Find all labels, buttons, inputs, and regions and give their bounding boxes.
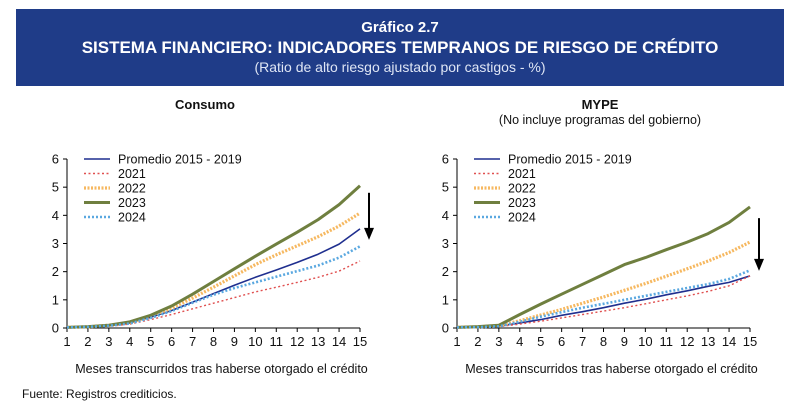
x-tick-label: 1 [63,334,70,349]
x-tick-label: 4 [516,334,523,349]
x-tick-label: 9 [231,334,238,349]
x-tick-label: 6 [558,334,565,349]
x-tick-label: 5 [147,334,154,349]
legend-label-2024: 2024 [508,211,536,225]
x-axis-label: Meses transcurridos tras haberse otorgad… [465,362,758,376]
annotation-arrow-head [364,227,374,240]
series-line-2024 [66,245,361,329]
legend-label-2022: 2022 [118,182,146,196]
x-tick-label: 8 [210,334,217,349]
x-tick-label: 12 [290,334,304,349]
legend-label-2021: 2021 [508,167,536,181]
figure-subtitle: (Ratio de alto riesgo ajustado por casti… [254,59,546,75]
x-tick-label: 12 [680,334,694,349]
legend-label-promedio-2015-2019: Promedio 2015 - 2019 [118,153,242,167]
x-tick-label: 2 [474,334,481,349]
y-tick-label: 3 [442,236,449,251]
x-tick-label: 15 [353,334,367,349]
figure-title: SISTEMA FINANCIERO: INDICADORES TEMPRANO… [81,38,719,57]
legend-label-2024: 2024 [118,211,146,225]
x-tick-label: 15 [743,334,757,349]
x-axis-label: Meses transcurridos tras haberse otorgad… [75,362,368,376]
y-tick-label: 3 [52,236,59,251]
chart-subtitle-mype: (No incluye programas del gobierno) [498,113,702,127]
y-tick-label: 4 [52,208,59,223]
x-tick-label: 10 [638,334,652,349]
x-tick-label: 11 [660,334,674,349]
series-line-promedio-2015-2019 [66,228,361,329]
x-tick-label: 1 [453,334,460,349]
x-tick-label: 13 [311,334,325,349]
legend-label-promedio-2015-2019: Promedio 2015 - 2019 [508,153,632,167]
source-note: Fuente: Registros crediticios. [22,387,177,401]
x-tick-label: 5 [537,334,544,349]
y-tick-label: 6 [52,152,59,167]
y-tick-label: 1 [442,292,449,307]
x-tick-label: 14 [332,334,346,349]
legend-label-2021: 2021 [118,167,146,181]
x-tick-label: 3 [105,334,112,349]
x-tick-label: 4 [126,334,133,349]
figure-header: Gráfico 2.7 SISTEMA FINANCIERO: INDICADO… [16,9,784,86]
y-tick-label: 6 [442,152,449,167]
series-line-2022 [66,211,361,329]
x-tick-label: 10 [248,334,262,349]
y-tick-label: 2 [52,264,59,279]
chart-title-consumo: Consumo [175,97,235,112]
series-line-2023 [456,205,751,329]
x-tick-label: 2 [84,334,91,349]
y-tick-label: 5 [442,180,449,195]
annotation-arrow-head [754,258,764,271]
x-tick-label: 8 [600,334,607,349]
series-line-2021 [66,260,361,329]
legend-label-2023: 2023 [118,196,146,210]
x-tick-label: 3 [495,334,502,349]
chart-title-mype: MYPE [581,97,619,112]
y-tick-label: 4 [442,208,449,223]
figure-number: Gráfico 2.7 [361,19,439,36]
x-tick-label: 7 [579,334,586,349]
y-tick-label: 5 [52,180,59,195]
y-tick-label: 2 [442,264,449,279]
series-line-2024 [456,269,751,329]
y-tick-label: 0 [442,321,449,336]
x-tick-label: 14 [722,334,736,349]
series-line-2023 [66,184,362,329]
x-tick-label: 9 [621,334,628,349]
y-tick-label: 0 [52,321,59,336]
x-tick-label: 6 [168,334,175,349]
legend-label-2023: 2023 [508,196,536,210]
y-tick-label: 1 [52,292,59,307]
legend-label-2022: 2022 [508,182,536,196]
x-tick-label: 7 [189,334,196,349]
x-tick-label: 11 [270,334,284,349]
x-tick-label: 13 [701,334,715,349]
